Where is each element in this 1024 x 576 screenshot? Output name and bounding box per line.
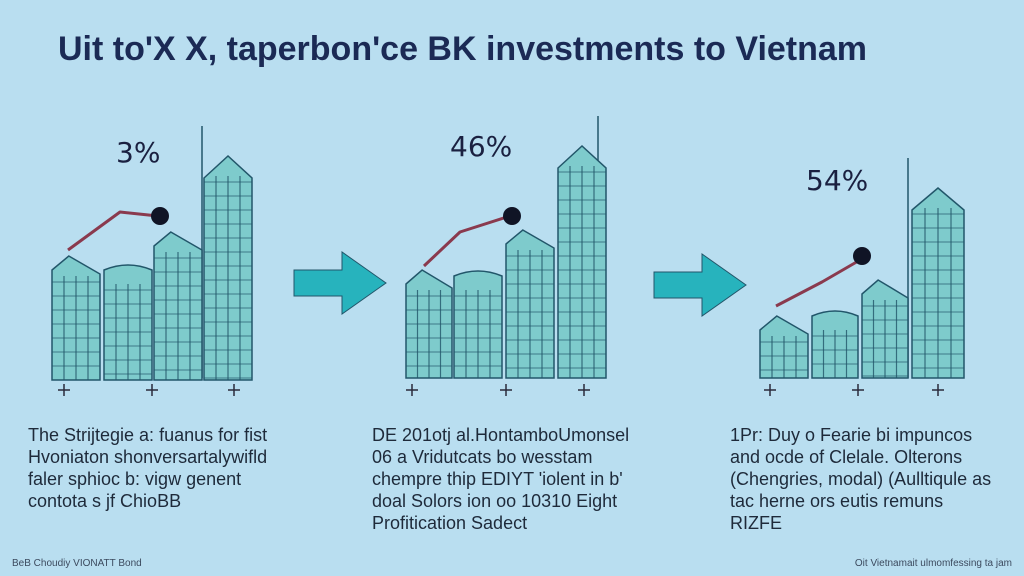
caption-line: The Strijtegie a: fuanus for fist — [28, 425, 268, 445]
building-2 — [453, 270, 503, 379]
building-3 — [861, 279, 909, 379]
caption-line: RIZFE — [730, 513, 782, 533]
chart-panel-2: 46% — [398, 116, 698, 420]
building-2 — [811, 310, 859, 379]
buildings-group — [405, 116, 607, 396]
building-4 — [557, 144, 607, 379]
caption-line: chempre thip EDIYT 'iolent in b' — [372, 469, 623, 489]
trend-line — [422, 214, 511, 268]
building-2 — [103, 264, 153, 381]
building-1 — [759, 315, 809, 379]
footer-right: Oit Vietnamait ulmomfessing ta jam — [854, 558, 1012, 569]
trend-endpoint — [503, 207, 521, 225]
caption-3: 1Pr: Duy o Fearie bi impuncos and ocde o… — [730, 424, 991, 534]
percent-label-1: 3% — [116, 136, 161, 169]
buildings-group — [759, 158, 965, 396]
caption-line: Hvoniaton shonversartalywifld — [28, 447, 268, 467]
caption-line: DE 201otj al.HontamboUmonsel — [372, 425, 630, 445]
building-4 — [203, 154, 253, 381]
right-arrow-icon — [653, 253, 747, 317]
caption-2: DE 201otj al.HontamboUmonsel 06 a Vridut… — [372, 424, 629, 534]
caption-line: doal Solors ion oo 10310 Eight — [372, 491, 618, 511]
caption-line: 1Pr: Duy o Fearie bi impuncos — [730, 425, 973, 445]
building-3 — [153, 231, 203, 381]
trend-endpoint — [151, 207, 169, 225]
caption-line: 06 a Vridutcats bo wesstam — [372, 447, 593, 467]
caption-line: contota s jf ChioBB — [28, 491, 182, 511]
caption-line: tac herne ors eutis remuns — [730, 491, 944, 511]
building-1 — [405, 269, 453, 379]
chart-panel-3: 54% — [752, 120, 1024, 420]
percent-label-3: 54% — [806, 164, 869, 197]
caption-line: and ocde of Clelale. Olterons — [730, 447, 963, 467]
caption-line: faler sphioc b: vigw genent — [28, 469, 242, 489]
building-chart-2 — [405, 116, 607, 396]
building-chart-3 — [759, 158, 965, 396]
chart-panel-1: 3% — [40, 120, 340, 420]
page-title: Uit to'X X, taperbon'ce BK investments t… — [58, 30, 868, 68]
buildings-group — [51, 126, 253, 396]
building-chart-1 — [51, 126, 253, 396]
building-1 — [51, 255, 101, 381]
right-arrow-icon — [293, 251, 387, 315]
caption-line: (Chengries, modal) (Aulltiqule as — [730, 469, 992, 489]
building-3 — [505, 229, 555, 379]
trend-line — [67, 210, 159, 252]
percent-label-2: 46% — [450, 130, 513, 163]
trend-endpoint — [853, 247, 871, 265]
footer-left: BeB Choudiy VIONATT Bond — [12, 558, 142, 569]
trend-line — [775, 258, 861, 308]
caption-line: Profitication Sadect — [372, 513, 528, 533]
caption-1: The Strijtegie a: fuanus for fist Hvonia… — [28, 424, 267, 512]
building-4 — [911, 187, 965, 379]
